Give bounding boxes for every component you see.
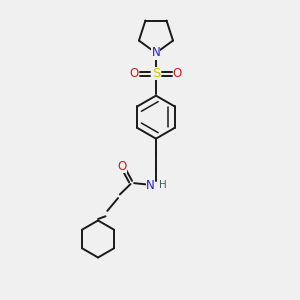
Text: N: N — [146, 179, 155, 192]
Text: O: O — [173, 68, 182, 80]
Text: N: N — [152, 46, 160, 59]
Text: O: O — [130, 68, 139, 80]
Text: S: S — [152, 68, 160, 80]
Text: H: H — [159, 180, 167, 190]
Text: O: O — [118, 160, 127, 172]
